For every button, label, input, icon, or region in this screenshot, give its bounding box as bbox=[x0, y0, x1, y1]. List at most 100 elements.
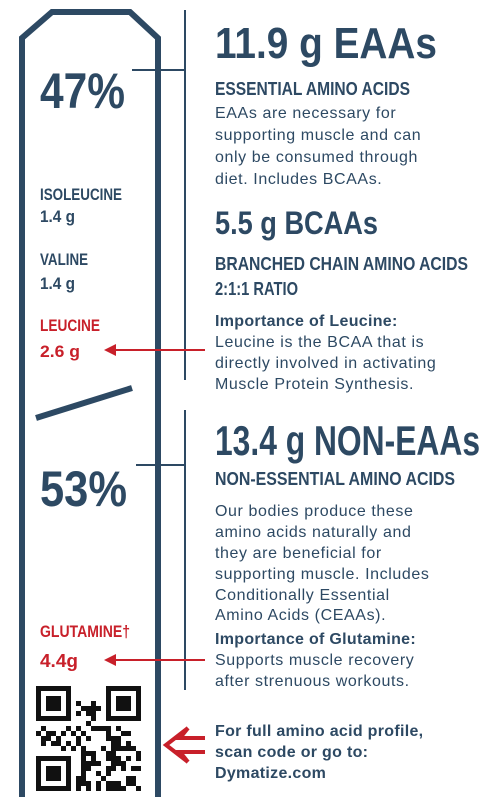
qr-module bbox=[101, 746, 106, 751]
qr-module bbox=[81, 706, 86, 711]
qr-module bbox=[126, 731, 131, 736]
percent: 53% bbox=[40, 461, 127, 517]
qr-module bbox=[106, 771, 111, 776]
qr-module bbox=[96, 706, 101, 711]
qr-module bbox=[66, 726, 71, 731]
qr-module bbox=[86, 761, 91, 766]
qr-module bbox=[86, 736, 91, 741]
qr-module bbox=[91, 701, 96, 706]
body-text: Leucine is the BCAA that is bbox=[215, 334, 424, 351]
qr-module bbox=[66, 741, 71, 746]
qr-module bbox=[81, 781, 86, 786]
qr-module bbox=[51, 741, 56, 746]
body-text: supporting muscle and can bbox=[215, 127, 421, 144]
amino-amount: 1.4 g bbox=[40, 207, 75, 226]
amino-name: LEUCINE bbox=[40, 316, 100, 335]
divider-slash bbox=[35, 385, 133, 421]
qr-module bbox=[111, 766, 116, 771]
qr-module bbox=[56, 741, 61, 746]
body-text: Our bodies produce these bbox=[215, 503, 414, 520]
qr-module bbox=[96, 761, 101, 766]
subtitle: NON-ESSENTIAL AMINO ACIDS bbox=[215, 469, 455, 489]
qr-module bbox=[71, 746, 76, 751]
qr-module bbox=[126, 746, 131, 751]
qr-module bbox=[46, 731, 51, 736]
qr-module bbox=[81, 756, 86, 761]
qr-module bbox=[41, 726, 46, 731]
qr-module bbox=[111, 761, 116, 766]
qr-module bbox=[111, 781, 116, 786]
heading: 5.5 g BCAAs bbox=[215, 205, 378, 241]
qr-module bbox=[91, 726, 96, 731]
qr-module bbox=[76, 786, 81, 791]
amino-name: VALINE bbox=[40, 250, 88, 269]
qr-module bbox=[81, 771, 86, 776]
body-text: Conditionally Essential bbox=[215, 587, 390, 604]
qr-module bbox=[136, 756, 141, 761]
qr-code bbox=[36, 686, 141, 791]
qr-module bbox=[106, 731, 111, 736]
qr-module bbox=[131, 746, 136, 751]
qr-module bbox=[136, 766, 141, 771]
subtitle: 2:1:1 RATIO bbox=[215, 279, 298, 299]
body-text: only be consumed through bbox=[215, 149, 418, 166]
qr-module bbox=[46, 736, 51, 741]
qr-module bbox=[106, 736, 111, 741]
qr-module bbox=[101, 776, 106, 781]
body-text: they are beneficial for bbox=[215, 545, 382, 562]
qr-module bbox=[116, 786, 121, 791]
qr-module bbox=[86, 786, 91, 791]
qr-module bbox=[76, 736, 81, 741]
qr-module bbox=[71, 731, 76, 736]
qr-module bbox=[111, 756, 116, 761]
qr-module bbox=[36, 731, 41, 736]
qr-module bbox=[96, 786, 101, 791]
qr-module bbox=[111, 751, 116, 756]
qr-module bbox=[126, 756, 131, 761]
amino-amount: 2.6 g bbox=[40, 342, 80, 361]
qr-module bbox=[111, 746, 116, 751]
qr-module bbox=[76, 711, 81, 716]
container-outline bbox=[19, 9, 161, 797]
qr-module bbox=[116, 756, 121, 761]
amino-name: GLUTAMINE† bbox=[40, 622, 130, 641]
qr-module bbox=[91, 716, 96, 721]
qr-module bbox=[106, 751, 111, 756]
footer-text: For full amino acid profile, bbox=[215, 723, 423, 740]
note-title: Importance of Leucine: bbox=[215, 313, 398, 330]
qr-module bbox=[126, 776, 131, 781]
qr-module bbox=[46, 696, 61, 711]
qr-module bbox=[106, 726, 111, 731]
qr-module bbox=[96, 781, 101, 786]
qr-module bbox=[91, 751, 96, 756]
qr-module bbox=[116, 781, 121, 786]
qr-module bbox=[111, 736, 116, 741]
qr-module bbox=[111, 786, 116, 791]
qr-module bbox=[106, 781, 111, 786]
qr-module bbox=[106, 756, 111, 761]
qr-module bbox=[91, 711, 96, 716]
qr-module bbox=[56, 736, 61, 741]
qr-module bbox=[76, 741, 81, 746]
qr-module bbox=[101, 726, 106, 731]
qr-module bbox=[76, 726, 81, 731]
note-title: Importance of Glutamine: bbox=[215, 631, 416, 648]
qr-module bbox=[91, 756, 96, 761]
qr-module bbox=[116, 726, 121, 731]
heading: 11.9 g EAAs bbox=[215, 19, 437, 68]
qr-module bbox=[116, 746, 121, 751]
qr-module bbox=[91, 706, 96, 711]
amino-amount: 1.4 g bbox=[40, 274, 75, 293]
body-text: EAAs are necessary for bbox=[215, 105, 396, 122]
body-text: supporting muscle. Includes bbox=[215, 566, 430, 583]
qr-module bbox=[86, 781, 91, 786]
qr-module bbox=[86, 766, 91, 771]
qr-module bbox=[121, 761, 126, 766]
qr-module bbox=[121, 746, 126, 751]
qr-module bbox=[96, 771, 101, 776]
body-text: Amino Acids (CEAAs). bbox=[215, 607, 386, 624]
qr-module bbox=[76, 781, 81, 786]
qr-module bbox=[106, 766, 111, 771]
qr-module bbox=[86, 706, 91, 711]
